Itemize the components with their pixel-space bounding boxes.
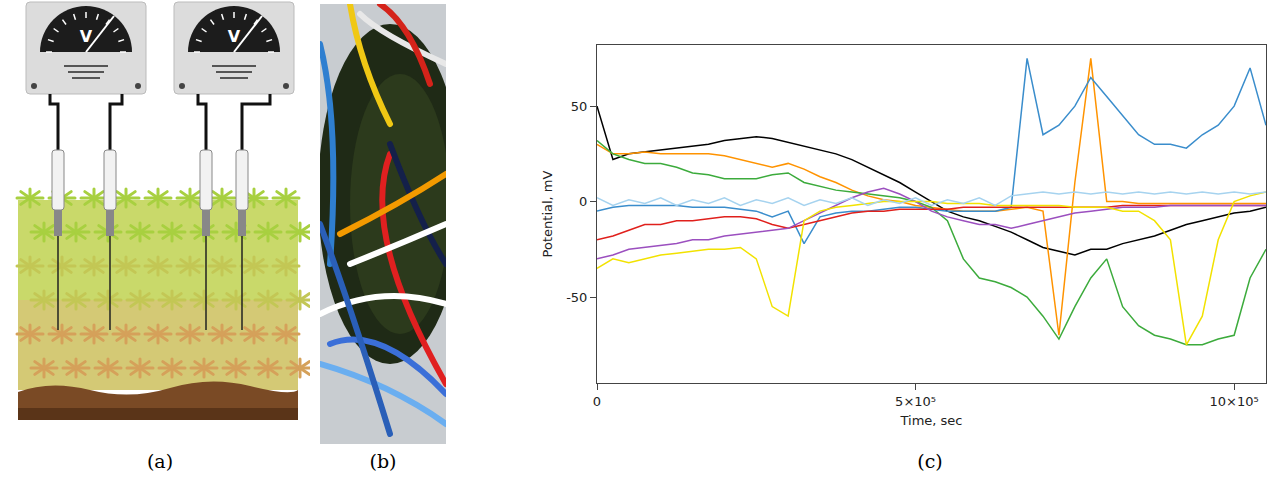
html-text:(c): (c)	[917, 450, 943, 472]
html-text:(b): (b)	[369, 450, 397, 472]
svg-text:5×10⁵: 5×10⁵	[895, 394, 936, 409]
svg-text:10×10⁵: 10×10⁵	[1210, 394, 1259, 409]
svg-text:-50: -50	[566, 290, 587, 305]
svg-text:0: 0	[579, 194, 587, 209]
svg-text:0: 0	[593, 394, 601, 409]
svg-text:50: 50	[571, 99, 588, 114]
html-text:(a): (a)	[146, 450, 174, 472]
svg-text:V: V	[228, 27, 241, 46]
svg-text:V: V	[80, 27, 93, 46]
svg-text:Potential, mV: Potential, mV	[540, 171, 555, 258]
svg-text:Time, sec: Time, sec	[900, 413, 963, 428]
